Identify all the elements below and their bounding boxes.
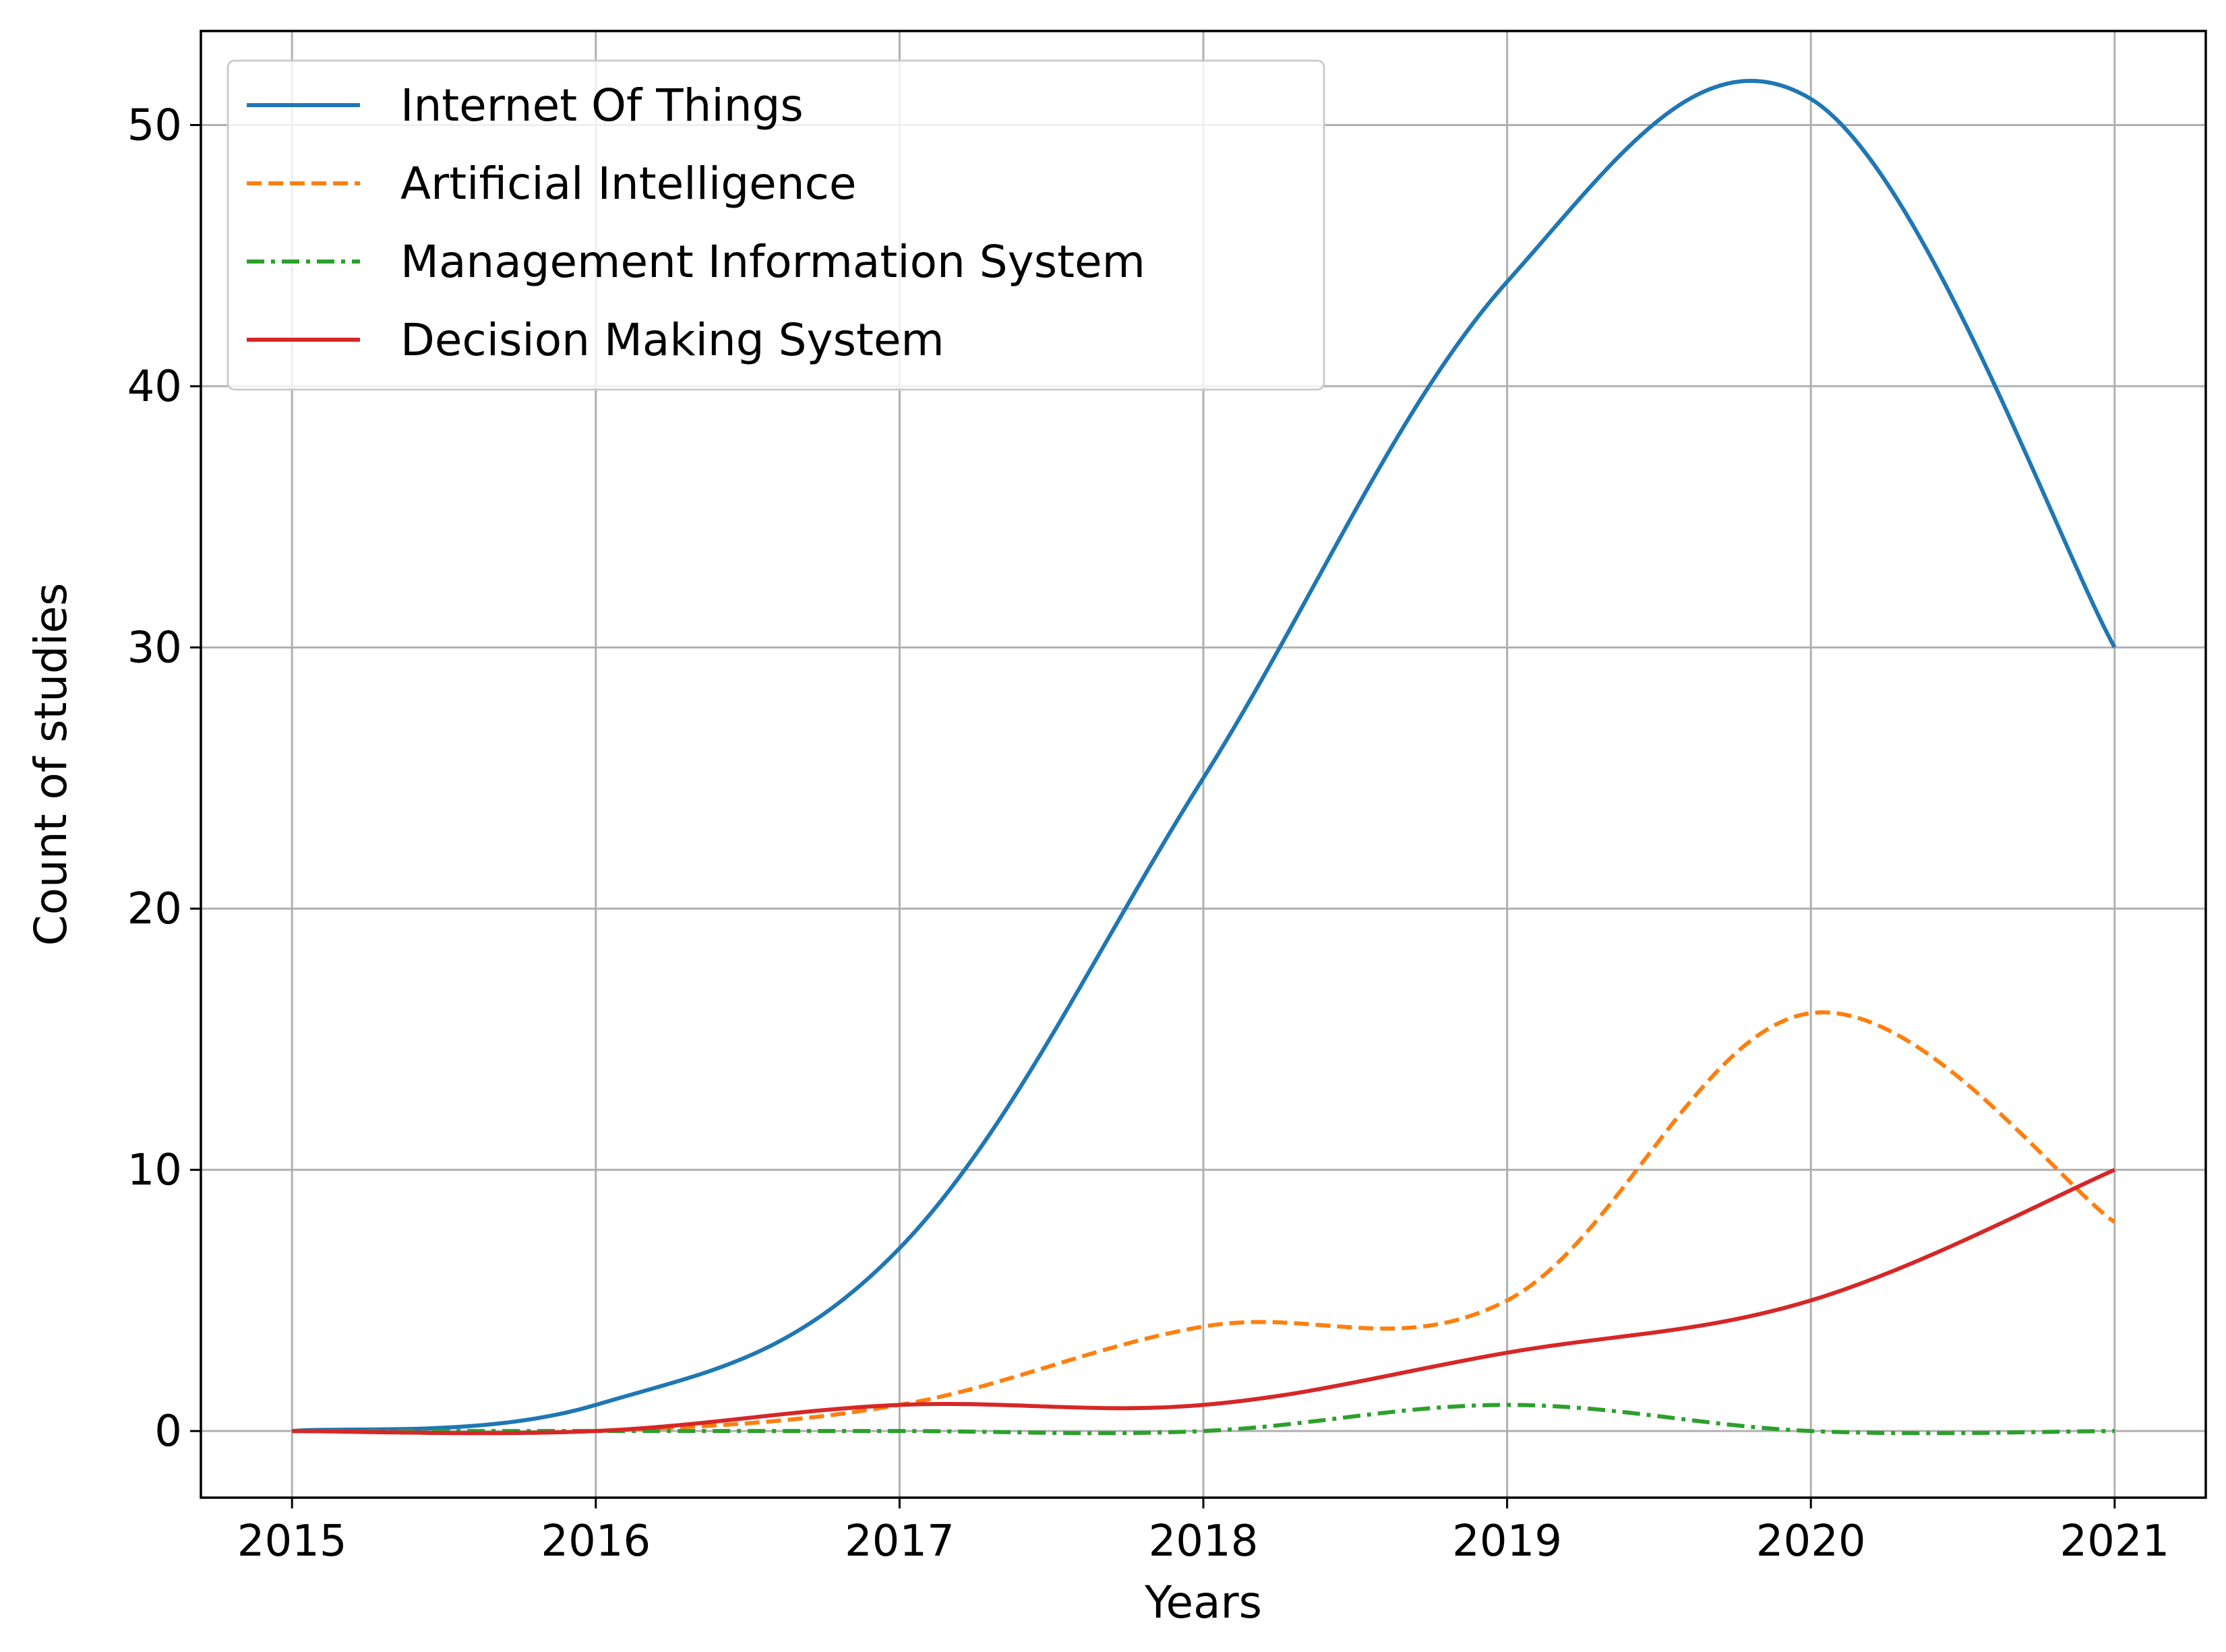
x-tick-label: 2019 xyxy=(1452,1517,1562,1566)
y-tick-label: 20 xyxy=(127,884,182,934)
y-axis-ticks: 0 10 20 30 40 50 xyxy=(127,101,201,1457)
legend: Internet Of Things Artificial Intelligenc… xyxy=(227,59,1325,391)
x-tick-label: 2016 xyxy=(541,1517,651,1566)
legend-label: Artificial Intelligence xyxy=(400,158,856,210)
y-tick-label: 10 xyxy=(127,1146,182,1196)
legend-label: Internet Of Things xyxy=(400,80,804,131)
series-lines xyxy=(291,78,2117,1436)
series-line-3 xyxy=(292,1403,2115,1436)
legend-label: Decision Making System xyxy=(400,314,944,366)
x-tick-label: 2017 xyxy=(845,1517,955,1566)
x-tick-label: 2015 xyxy=(237,1517,347,1566)
x-axis-ticks: 2015 2016 2017 2018 2019 2020 2021 xyxy=(237,1498,2169,1566)
y-tick-label: 50 xyxy=(127,101,182,151)
x-tick-label: 2021 xyxy=(2059,1517,2169,1566)
y-tick-label: 40 xyxy=(127,362,182,412)
x-tick-label: 2018 xyxy=(1149,1517,1259,1566)
x-axis-title: Years xyxy=(1144,1577,1262,1628)
series-line-1 xyxy=(291,78,2117,1434)
series-line-4 xyxy=(292,1167,2116,1436)
y-tick-label: 30 xyxy=(127,623,182,673)
legend-box xyxy=(227,59,1325,391)
y-axis-title: Count of studies xyxy=(25,583,77,946)
legend-label: Management Information System xyxy=(400,236,1145,288)
x-tick-label: 2020 xyxy=(1756,1517,1866,1566)
y-tick-label: 0 xyxy=(154,1407,182,1457)
